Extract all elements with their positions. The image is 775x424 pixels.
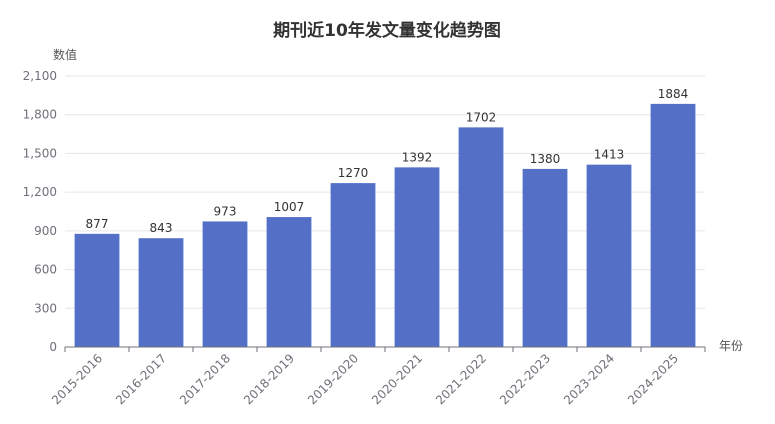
data-label: 1392 — [402, 150, 433, 164]
bar — [650, 103, 696, 347]
bar — [586, 164, 632, 347]
x-tick-label: 2020-2021 — [369, 351, 425, 407]
y-tick-label: 900 — [34, 224, 57, 238]
y-tick-label: 1,800 — [23, 108, 57, 122]
bar-layer: 877 843 973 1007 1270 1392 1702 1380 1413 1884 — [74, 87, 696, 347]
x-tick-label: 2019-2020 — [305, 351, 361, 407]
data-label: 877 — [86, 217, 109, 231]
data-label: 1884 — [658, 87, 689, 101]
x-axis-name: 年份 — [719, 339, 743, 353]
x-tick-label: 2023-2024 — [561, 351, 617, 407]
x-tick-label: 2021-2022 — [433, 351, 489, 407]
data-label: 1380 — [530, 152, 561, 166]
bar — [138, 238, 184, 347]
bar — [266, 217, 312, 347]
bar — [330, 183, 376, 347]
bar — [458, 127, 504, 347]
y-tick-label: 2,100 — [23, 69, 57, 83]
bar — [202, 221, 248, 347]
data-label: 1270 — [338, 166, 369, 180]
data-label: 843 — [150, 221, 173, 235]
x-tick-label: 2018-2019 — [241, 351, 297, 407]
bar — [74, 233, 120, 347]
data-label: 1413 — [594, 148, 625, 162]
x-tick-label: 2017-2018 — [177, 351, 233, 407]
y-tick-label: 300 — [34, 301, 57, 315]
x-tick-label: 2016-2017 — [113, 351, 169, 407]
data-label: 1702 — [466, 110, 497, 124]
y-axis-name: 数值 — [53, 47, 77, 62]
x-tick-label: 2015-2016 — [49, 351, 105, 407]
bar — [522, 168, 568, 347]
x-tick-label: 2024-2025 — [625, 351, 681, 407]
x-tick-label: 2022-2023 — [497, 351, 553, 407]
y-tick-label: 0 — [49, 340, 57, 354]
chart-title: 期刊近10年发文量变化趋势图 — [273, 20, 501, 41]
data-label: 973 — [214, 204, 237, 218]
y-tick-label: 600 — [34, 263, 57, 277]
y-tick-label: 1,500 — [23, 146, 57, 160]
y-tick-label: 1,200 — [23, 185, 57, 199]
data-label: 1007 — [274, 200, 305, 214]
bar — [394, 167, 440, 347]
